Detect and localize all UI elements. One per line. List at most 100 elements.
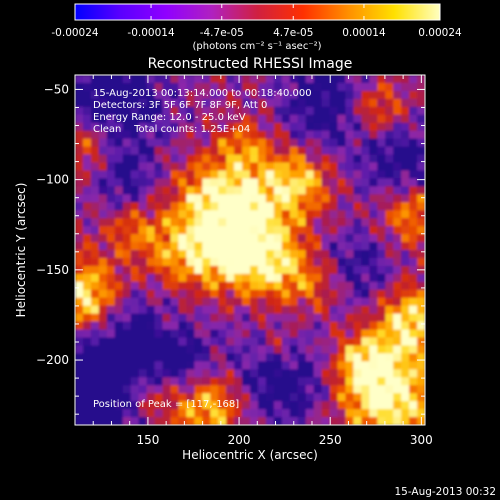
heatmap-cell bbox=[162, 162, 172, 172]
heatmap-cell bbox=[345, 106, 354, 116]
heatmap-cell bbox=[202, 202, 211, 211]
heatmap-cell bbox=[138, 337, 148, 347]
heatmap-cell bbox=[401, 329, 410, 339]
heatmap-cell bbox=[202, 337, 211, 347]
heatmap-cell bbox=[186, 146, 195, 156]
heatmap-cell bbox=[257, 122, 267, 132]
heatmap-cell bbox=[242, 106, 251, 116]
heatmap-cell bbox=[281, 345, 291, 354]
heatmap-cell bbox=[202, 218, 211, 227]
heatmap-cell bbox=[250, 385, 259, 394]
heatmap-cell bbox=[194, 329, 203, 339]
heatmap-cell bbox=[297, 154, 307, 164]
heatmap-cell bbox=[194, 305, 203, 315]
heatmap-cell bbox=[385, 138, 394, 148]
heatmap-cell bbox=[345, 265, 354, 275]
heatmap-cell bbox=[409, 409, 418, 418]
heatmap-cell bbox=[202, 162, 211, 172]
heatmap-cell bbox=[114, 162, 124, 172]
heatmap-cell bbox=[194, 361, 203, 370]
heatmap-cell bbox=[194, 146, 203, 156]
heatmap-cell bbox=[122, 393, 132, 402]
heatmap-cell bbox=[361, 337, 370, 347]
heatmap-cell bbox=[289, 353, 299, 362]
heatmap-cell bbox=[257, 154, 267, 164]
heatmap-cell bbox=[265, 106, 275, 116]
heatmap-cell bbox=[170, 417, 179, 425]
heatmap-cell bbox=[297, 297, 307, 307]
heatmap-cell bbox=[281, 186, 291, 195]
heatmap-cell bbox=[154, 345, 164, 354]
heatmap-cell bbox=[385, 202, 394, 211]
heatmap-cell bbox=[401, 186, 410, 195]
heatmap-cell bbox=[75, 122, 84, 132]
heatmap-cell bbox=[305, 321, 315, 331]
heatmap-cell bbox=[257, 202, 267, 211]
heatmap-cell bbox=[106, 194, 116, 203]
heatmap-cell bbox=[114, 98, 124, 108]
heatmap-cell bbox=[257, 353, 267, 362]
heatmap-cell bbox=[361, 210, 370, 219]
heatmap-cell bbox=[377, 130, 386, 140]
heatmap-cell bbox=[202, 345, 211, 354]
heatmap-cell bbox=[281, 202, 291, 211]
heatmap-cell bbox=[337, 377, 347, 386]
heatmap-cell bbox=[401, 337, 410, 347]
heatmap-cell bbox=[122, 130, 132, 140]
heatmap-cell bbox=[154, 194, 164, 203]
heatmap-cell bbox=[122, 170, 132, 179]
heatmap-cell bbox=[321, 82, 331, 92]
heatmap-cell bbox=[106, 409, 116, 418]
heatmap-cell bbox=[393, 98, 402, 108]
heatmap-cell bbox=[82, 146, 92, 156]
heatmap-cell bbox=[369, 75, 378, 84]
heatmap-cell bbox=[122, 218, 132, 227]
heatmap-cell bbox=[106, 210, 116, 219]
heatmap-cell bbox=[226, 106, 235, 116]
heatmap-cell bbox=[82, 106, 92, 116]
heatmap-cell bbox=[114, 369, 124, 378]
heatmap-cell bbox=[257, 345, 267, 354]
heatmap-cell bbox=[305, 90, 315, 100]
heatmap-cell bbox=[369, 257, 378, 267]
heatmap-cell bbox=[257, 385, 267, 394]
heatmap-cell bbox=[234, 98, 243, 108]
heatmap-cell bbox=[377, 385, 386, 394]
heatmap-cell bbox=[194, 106, 203, 116]
heatmap-cell bbox=[377, 345, 386, 354]
heatmap-cell bbox=[210, 210, 219, 219]
heatmap-cell bbox=[321, 130, 331, 140]
heatmap-cell bbox=[305, 313, 315, 323]
heatmap-cell bbox=[329, 114, 339, 124]
heatmap-cell bbox=[250, 178, 259, 187]
heatmap-cell bbox=[75, 361, 84, 370]
heatmap-cell bbox=[186, 226, 195, 235]
heatmap-cell bbox=[138, 114, 148, 124]
heatmap-cell bbox=[186, 130, 195, 140]
heatmap-cell bbox=[146, 170, 156, 179]
heatmap-cell bbox=[242, 401, 251, 410]
heatmap-cell bbox=[218, 122, 227, 132]
heatmap-cell bbox=[75, 417, 84, 425]
heatmap-cell bbox=[202, 321, 211, 331]
heatmap-cell bbox=[305, 361, 315, 370]
heatmap-cell bbox=[250, 138, 259, 148]
heatmap-cell bbox=[337, 417, 347, 425]
heatmap-cell bbox=[361, 186, 370, 195]
heatmap-cell bbox=[321, 98, 331, 108]
heatmap-cell bbox=[122, 313, 132, 323]
heatmap-cell bbox=[281, 313, 291, 323]
heatmap-cell bbox=[210, 281, 219, 291]
heatmap-cell bbox=[114, 281, 124, 291]
heatmap-cell bbox=[75, 178, 84, 187]
heatmap-cell bbox=[265, 210, 275, 219]
heatmap-cell bbox=[273, 194, 283, 203]
heatmap-cell bbox=[75, 98, 84, 108]
heatmap-cell bbox=[281, 106, 291, 116]
heatmap-cell bbox=[361, 401, 370, 410]
heatmap-cell bbox=[218, 194, 227, 203]
heatmap-cell bbox=[305, 202, 315, 211]
heatmap-cell bbox=[82, 361, 92, 370]
heatmap-cell bbox=[377, 218, 386, 227]
heatmap-cell bbox=[393, 75, 402, 84]
